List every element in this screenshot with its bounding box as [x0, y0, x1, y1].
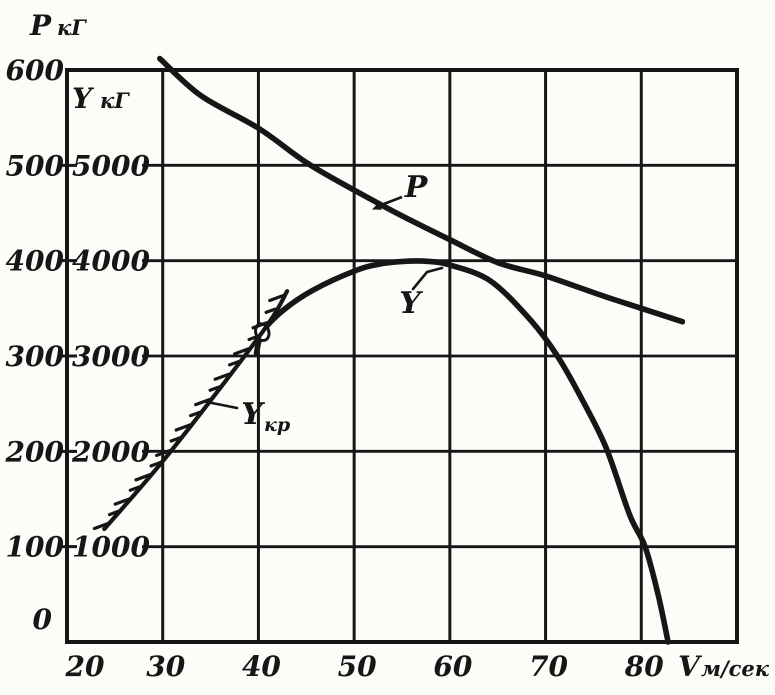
hatch-mark [194, 398, 211, 407]
x-tick-label: 20 [65, 650, 105, 683]
hatch-mark [189, 410, 202, 418]
hatch-mark [128, 485, 141, 492]
critical-lift-label-leader [205, 400, 239, 410]
x-tick-label: 30 [146, 650, 185, 683]
axis-titles: Р кГ Y кГ V м/сек [29, 9, 770, 683]
curve-label-lift: Y [399, 286, 423, 321]
thrust-scale-tick-label: 200 [5, 435, 65, 468]
hatch-mark [213, 372, 231, 381]
lift-scale-tick-label: 4000 [72, 245, 150, 278]
hatch-mark [268, 293, 285, 303]
curve-layer [92, 55, 686, 645]
p-axis-title: Р [29, 9, 52, 42]
x-tick-label: 70 [529, 650, 568, 683]
critical-lift-boundary-line [102, 289, 290, 532]
hatch-mark [113, 497, 131, 506]
thrust-scale-tick-label: 0 [33, 603, 53, 636]
lift-axis-unit: кГ [100, 88, 130, 113]
hatch-mark [233, 347, 250, 356]
x-tick-label: 40 [242, 650, 281, 683]
lift-axis-title: Y [72, 82, 95, 115]
thrust-curve [157, 55, 686, 325]
lift-label-leader [411, 266, 444, 291]
p-axis-unit: кГ [57, 15, 87, 40]
hatch-mark [174, 423, 192, 432]
lift-scale-tick-label: 5000 [72, 149, 150, 182]
thrust-scale-tick-label: 300 [6, 340, 65, 373]
curve-labels: P Y Y кр [241, 170, 428, 436]
thrust-scale-tick-label: 500 [6, 149, 65, 182]
curve-label-critical-lift-subscript: кр [264, 414, 291, 436]
hatch-mark [208, 385, 221, 392]
thrust-label-arrowhead [372, 202, 382, 210]
x-tick-label: 80 [624, 650, 664, 683]
curve-label-critical-lift: Y [241, 397, 265, 432]
x-axis-unit: м/сек [701, 656, 770, 681]
thrust-scale-tick-label: 400 [6, 245, 65, 278]
x-axis-title: V [678, 650, 703, 683]
thrust-scale-tick-label: 600 [6, 54, 65, 87]
x-tick-label: 60 [433, 650, 472, 683]
hatch-mark [251, 321, 269, 330]
lift-scale-tick-label: 1000 [72, 531, 150, 564]
lift-curve [253, 258, 671, 645]
hatch-mark [155, 448, 172, 458]
annotation-layer [205, 195, 444, 410]
grid-layer [58, 68, 739, 644]
x-tick-label: 50 [338, 650, 377, 683]
lift-scale-tick-label: 3000 [72, 340, 150, 373]
hatch-mark [264, 307, 277, 315]
curve-label-thrust: P [404, 170, 429, 205]
thrust-label-leader [375, 195, 403, 209]
plot-border [65, 68, 739, 644]
thrust-scale-tick-label: 100 [6, 531, 65, 564]
tick-label-layer: 20 30 40 50 60 70 80 0 100 200 300 400 500 600 1000 200… [5, 54, 665, 683]
lift-scale-tick-label: 2000 [71, 435, 150, 468]
hatch-mark [134, 473, 152, 482]
hatch-mark [228, 359, 241, 367]
